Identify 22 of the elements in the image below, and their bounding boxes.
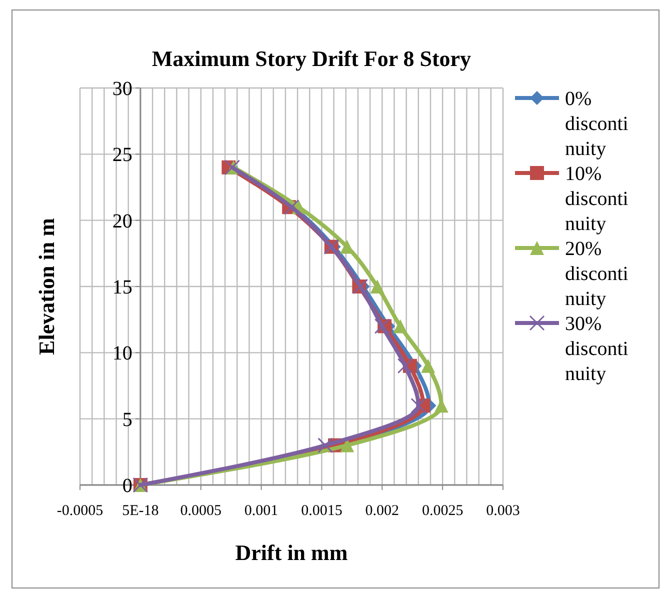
x-tick-label: 0.0015 bbox=[301, 503, 342, 519]
chart-title: Maximum Story Drift For 8 Story bbox=[152, 46, 472, 71]
x-tick-label: 0.0005 bbox=[180, 503, 222, 519]
y-tick-label: 10 bbox=[112, 342, 132, 365]
y-axis-title: Elevation in m bbox=[34, 218, 59, 355]
x-tick-label: 0.001 bbox=[244, 503, 278, 519]
x-tick-label: 5E-18 bbox=[122, 503, 159, 519]
x-tick-label: 0.0025 bbox=[422, 503, 464, 519]
x-tick-label: 0.002 bbox=[365, 503, 400, 519]
legend-label: 0% discontinuity bbox=[565, 88, 629, 160]
y-tick-label: 20 bbox=[112, 210, 132, 232]
y-tick-label: 5 bbox=[122, 408, 132, 431]
x-axis-title: Drift in mm bbox=[235, 540, 348, 565]
y-tick-label: 0 bbox=[122, 475, 132, 497]
legend-label: 10% discontinuity bbox=[565, 163, 629, 235]
x-tick-label: -0.0005 bbox=[56, 503, 104, 519]
x-tick-label: 0.003 bbox=[486, 503, 520, 519]
y-tick-label: 25 bbox=[112, 144, 132, 166]
y-tick-label: 30 bbox=[112, 78, 132, 100]
legend-label: 20% discontinuity bbox=[565, 238, 629, 310]
y-tick-label: 15 bbox=[112, 276, 132, 298]
legend-label: 30% discontinuity bbox=[565, 313, 629, 385]
